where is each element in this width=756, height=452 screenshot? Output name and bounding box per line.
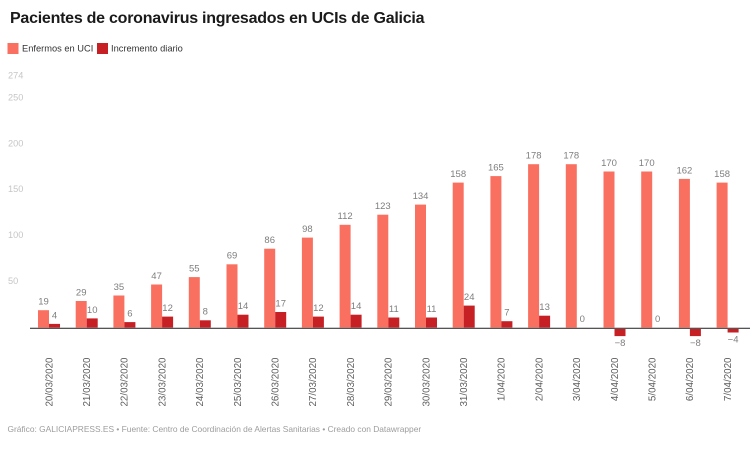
svg-text:3/04/2020: 3/04/2020 [572,357,583,401]
svg-text:26/03/2020: 26/03/2020 [271,357,282,407]
svg-text:170: 170 [601,158,617,169]
svg-text:2/04/2020: 2/04/2020 [534,357,545,401]
svg-text:5/04/2020: 5/04/2020 [648,357,659,401]
svg-text:12: 12 [162,303,173,314]
svg-text:6/04/2020: 6/04/2020 [685,357,696,401]
svg-text:31/03/2020: 31/03/2020 [459,357,470,407]
svg-text:150: 150 [8,184,23,194]
svg-text:20/03/2020: 20/03/2020 [44,357,55,407]
svg-text:165: 165 [488,163,504,174]
svg-text:11: 11 [427,304,437,315]
svg-text:27/03/2020: 27/03/2020 [308,357,319,407]
svg-text:162: 162 [676,165,692,176]
svg-text:23/03/2020: 23/03/2020 [157,357,168,407]
svg-text:Enfermos en UCI: Enfermos en UCI [22,44,93,54]
svg-text:158: 158 [450,169,466,180]
svg-text:123: 123 [375,201,391,212]
svg-text:29/03/2020: 29/03/2020 [384,357,395,407]
svg-text:158: 158 [714,169,730,180]
svg-text:11: 11 [389,304,399,315]
svg-text:0: 0 [580,314,585,325]
svg-text:178: 178 [526,151,542,162]
svg-text:7/04/2020: 7/04/2020 [723,357,734,401]
svg-text:21/03/2020: 21/03/2020 [82,357,93,407]
svg-text:24/03/2020: 24/03/2020 [195,357,206,407]
svg-text:−8: −8 [690,338,701,349]
svg-text:4: 4 [52,310,57,321]
svg-text:Pacientes de coronavirus ingre: Pacientes de coronavirus ingresados en U… [10,10,425,27]
svg-text:22/03/2020: 22/03/2020 [120,357,131,407]
svg-text:12: 12 [313,303,324,314]
svg-text:1/04/2020: 1/04/2020 [497,357,508,401]
svg-text:28/03/2020: 28/03/2020 [346,357,357,407]
svg-text:6: 6 [127,309,132,320]
svg-text:−4: −4 [728,335,739,346]
svg-text:13: 13 [539,302,550,313]
svg-text:4/04/2020: 4/04/2020 [610,357,621,401]
svg-text:Gráfico: GALICIAPRESS.ES • Fue: Gráfico: GALICIAPRESS.ES • Fuente: Centr… [8,424,422,434]
svg-text:19: 19 [38,297,49,308]
svg-text:86: 86 [264,235,275,246]
svg-text:10: 10 [87,305,98,316]
svg-text:50: 50 [8,276,18,286]
svg-text:7: 7 [504,308,509,319]
svg-text:0: 0 [655,314,660,325]
svg-text:134: 134 [413,191,429,202]
svg-text:14: 14 [238,301,249,312]
svg-text:24: 24 [464,292,475,303]
svg-text:274: 274 [8,70,23,80]
svg-text:170: 170 [639,158,655,169]
svg-text:29: 29 [76,287,87,298]
svg-text:250: 250 [8,92,23,102]
svg-text:47: 47 [151,271,162,282]
svg-text:14: 14 [351,301,362,312]
svg-text:200: 200 [8,138,23,148]
svg-text:98: 98 [302,224,313,235]
svg-text:−8: −8 [615,338,626,349]
svg-text:55: 55 [189,264,200,275]
svg-text:25/03/2020: 25/03/2020 [233,357,244,407]
svg-text:100: 100 [8,230,23,240]
svg-text:30/03/2020: 30/03/2020 [421,357,432,407]
svg-text:17: 17 [275,298,286,309]
svg-text:35: 35 [114,282,125,293]
svg-text:Incremento diario: Incremento diario [111,44,183,54]
svg-text:69: 69 [227,251,238,262]
svg-text:112: 112 [338,211,353,222]
svg-text:178: 178 [563,151,579,162]
svg-text:8: 8 [203,307,208,318]
